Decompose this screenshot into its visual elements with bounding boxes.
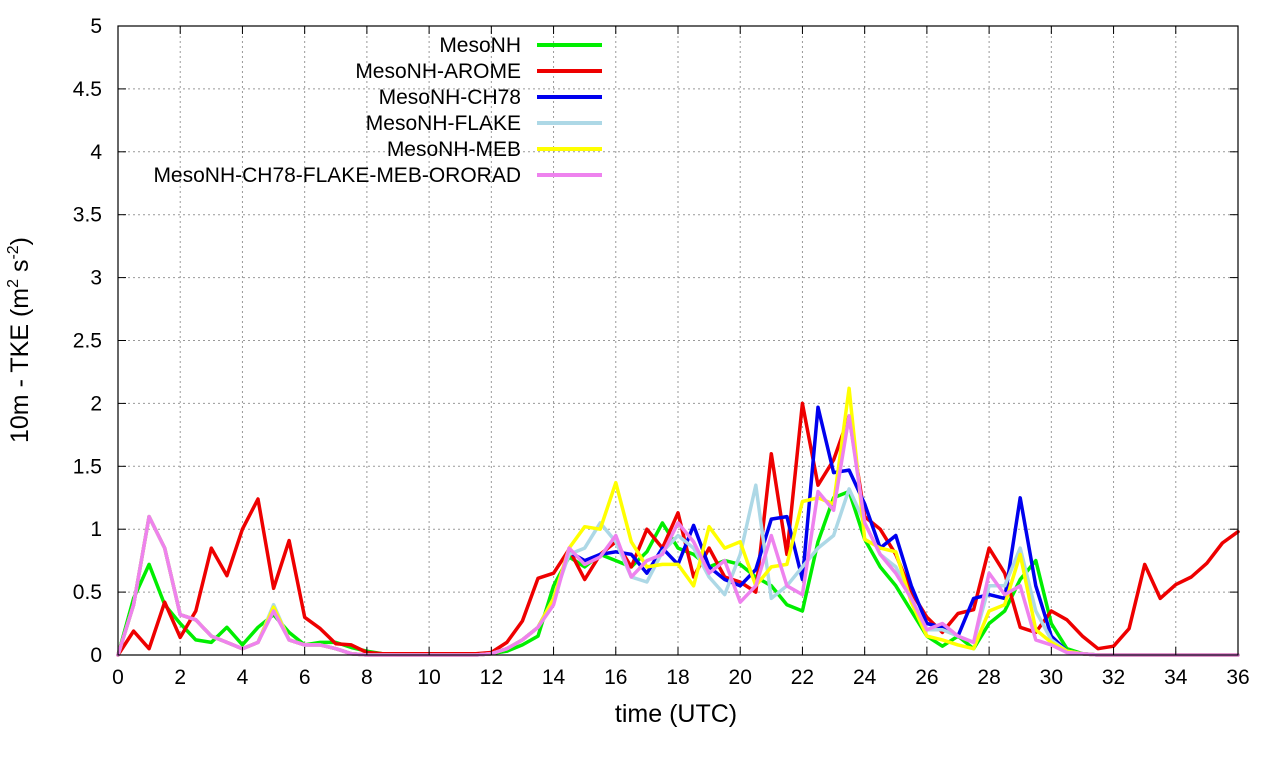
legend-label: MesoNH-FLAKE [366, 112, 521, 135]
y-tick-label: 0.5 [73, 581, 102, 604]
x-tick-label: 28 [977, 666, 1000, 689]
legend-label: MesoNH-AROME [355, 60, 521, 83]
legend-label: MesoNH-CH78 [379, 86, 521, 109]
x-tick-label: 20 [729, 666, 752, 689]
x-tick-label: 24 [853, 666, 877, 689]
y-tick-label: 1.5 [73, 455, 102, 478]
x-tick-label: 10 [417, 666, 440, 689]
x-axis-title: time (UTC) [615, 700, 737, 728]
y-tick-label: 4.5 [73, 78, 102, 101]
legend: MesoNH MesoNH-AROME MesoNH-CH78 MesoNH-FLAK… [153, 34, 602, 187]
y-axis-title: 10m - TKE (m2 s-2) [5, 237, 34, 443]
legend-label: MesoNH [439, 34, 521, 57]
x-tick-label: 26 [915, 666, 938, 689]
x-tick-label: 16 [604, 666, 627, 689]
y-tick-label: 3 [90, 267, 102, 290]
x-tick-label: 22 [791, 666, 814, 689]
x-tick-label: 8 [361, 666, 373, 689]
legend-label: MesoNH-CH78-FLAKE-MEB-ORORAD [153, 164, 521, 187]
x-tick-label: 36 [1226, 666, 1249, 689]
x-tick-label: 34 [1164, 666, 1188, 689]
y-tick-label: 0 [90, 644, 102, 667]
x-tick-label: 30 [1040, 666, 1063, 689]
y-tick-label: 2 [90, 392, 102, 415]
x-tick-label: 4 [237, 666, 249, 689]
x-tick-label: 32 [1102, 666, 1125, 689]
series-line-mesonh-arome [116, 401, 1240, 657]
series-lines [116, 386, 1240, 657]
x-tick-label: 0 [112, 666, 124, 689]
y-tick-label: 1 [90, 518, 102, 541]
legend-label: MesoNH-MEB [387, 138, 521, 161]
x-tick-label: 2 [174, 666, 186, 689]
axis-ticks: 0 2 4 6 8 10 12 14 16 18 20 22 24 26 28 30 32 34 3600.511.… [73, 15, 1250, 689]
x-tick-label: 14 [542, 666, 566, 689]
y-tick-label: 5 [90, 15, 102, 38]
y-tick-label: 3.5 [73, 204, 102, 227]
x-tick-label: 18 [666, 666, 689, 689]
series-line-mesonh-ch78-flake-meb-ororad [116, 414, 1240, 657]
x-tick-label: 6 [299, 666, 311, 689]
y-tick-label: 4 [90, 141, 102, 164]
y-tick-label: 2.5 [73, 330, 102, 353]
grid-lines [118, 26, 1238, 655]
x-tick-label: 12 [480, 666, 503, 689]
